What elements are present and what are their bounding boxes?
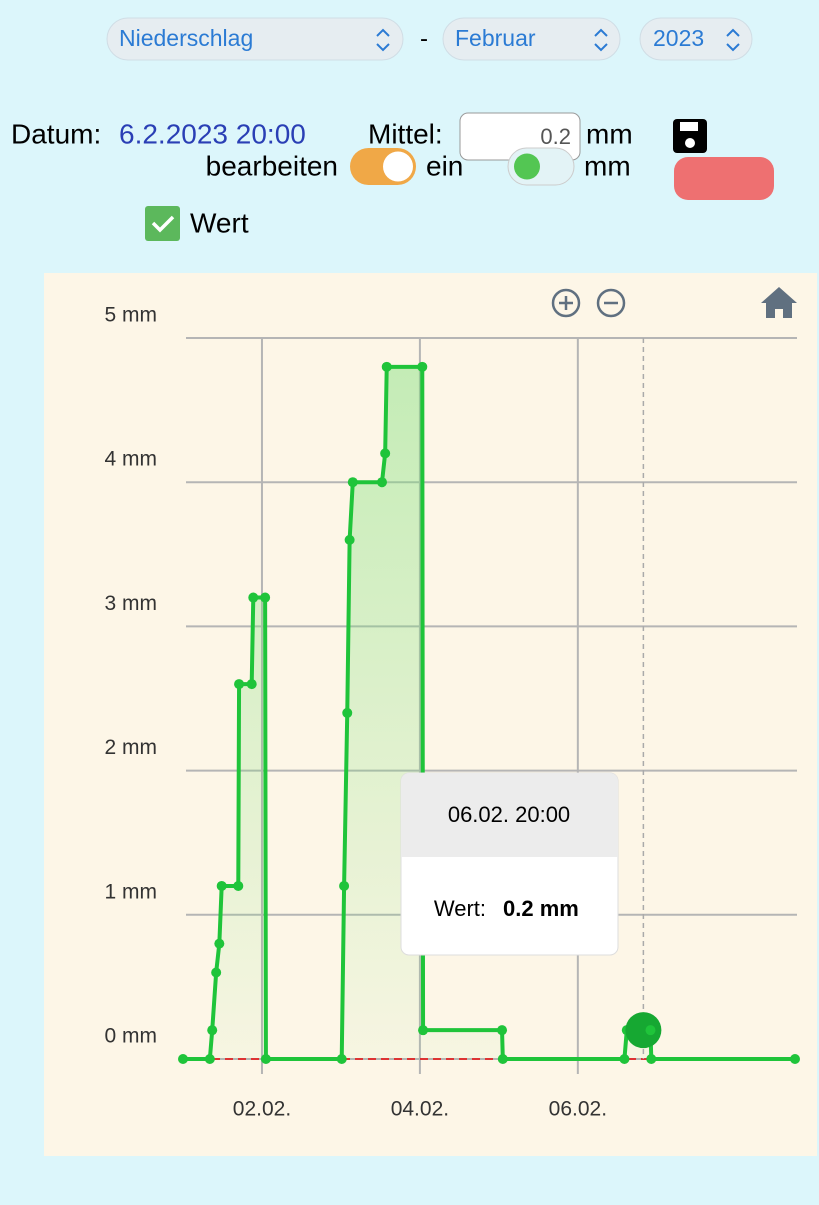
y-tick-label: 2 mm [105, 736, 158, 759]
label: Datum: [11, 118, 101, 149]
tooltip-header [401, 773, 618, 857]
tooltip-value: 0.2 mm [503, 896, 579, 921]
area [183, 366, 795, 1060]
x-tick-label: 04.02. [391, 1098, 449, 1121]
chart-panel [44, 273, 817, 1156]
point [497, 1025, 508, 1036]
point [497, 1054, 508, 1064]
x-tick-label: 02.02. [233, 1098, 291, 1121]
point [381, 361, 392, 372]
point [248, 592, 259, 603]
checkbox[interactable] [145, 206, 180, 241]
y-tick-label: 1 mm [105, 880, 158, 903]
point [260, 1054, 271, 1064]
point [246, 679, 257, 690]
point [790, 1054, 800, 1064]
y-tick-label: 3 mm [105, 592, 158, 615]
point [347, 477, 358, 488]
point [336, 1054, 347, 1064]
point [376, 477, 387, 488]
point [417, 361, 428, 372]
y-tick-label: 4 mm [105, 448, 158, 471]
point [216, 880, 227, 891]
point [625, 1012, 662, 1049]
point [619, 1054, 630, 1064]
checkbox-label: Wert [190, 207, 249, 238]
label: bearbeiten [206, 150, 338, 181]
select-text: Februar [455, 25, 536, 51]
point [380, 448, 391, 459]
point [233, 880, 244, 891]
y-tick-label: 5 mm [105, 304, 158, 327]
unit: mm [586, 118, 633, 149]
zoom-in[interactable] [551, 288, 581, 318]
point [646, 1054, 657, 1064]
date-value: 6.2.2023 20:00 [119, 118, 306, 149]
select[interactable]: 2023 [639, 17, 753, 61]
toggle[interactable] [507, 147, 575, 186]
point [260, 592, 271, 603]
point [418, 1025, 429, 1036]
separator: - [420, 25, 428, 52]
point [342, 707, 353, 718]
select-text: 2023 [653, 25, 704, 51]
unit: mm [584, 150, 631, 181]
zoom-out[interactable] [596, 288, 626, 318]
toggle[interactable] [350, 148, 416, 185]
toggle-state: ein [426, 150, 463, 181]
point [207, 1025, 218, 1036]
point [211, 967, 222, 978]
tooltip-title: 06.02. 20:00 [448, 802, 570, 827]
y-tick-label: 0 mm [105, 1025, 158, 1048]
select[interactable]: Februar [442, 17, 621, 61]
input-value: 0.2 [540, 124, 571, 149]
point [204, 1054, 215, 1064]
select[interactable]: Niederschlag [106, 17, 404, 61]
point [234, 679, 245, 690]
point [344, 534, 355, 545]
tooltip: 06.02. 20:00 Wert: 0.2 mm [400, 772, 619, 956]
home-icon[interactable] [761, 287, 797, 318]
point [645, 1025, 656, 1036]
point [339, 880, 350, 891]
plot: 0 mm 1 mm 2 mm 3 mm 4 mm 5 mm 02.02. 04.02. 06.0… [105, 304, 800, 1121]
select-text: Niederschlag [119, 25, 253, 51]
tooltip-label: Wert: [434, 896, 486, 921]
point [178, 1054, 188, 1064]
label: Mittel: [368, 118, 443, 149]
redacted [674, 157, 774, 200]
point [214, 938, 225, 949]
x-tick-label: 06.02. [549, 1098, 607, 1121]
save-icon[interactable] [673, 119, 707, 153]
